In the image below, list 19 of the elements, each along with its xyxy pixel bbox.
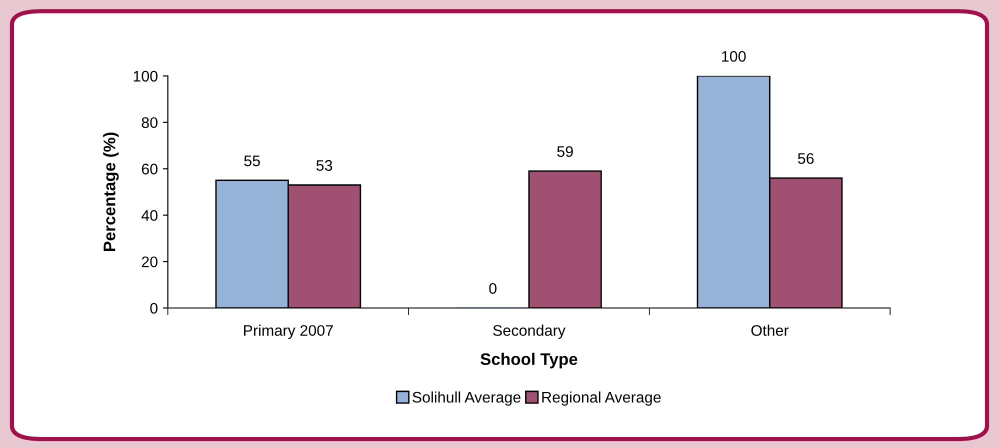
legend-label: Regional Average [542, 391, 661, 406]
y-axis-title: Percentage (%) [103, 132, 119, 252]
y-tick-label: 0 [150, 302, 158, 314]
y-tick-label: 80 [142, 117, 158, 128]
legend-label: Solihull Average [412, 391, 520, 406]
x-tick-label: Primary 2007 [244, 324, 333, 339]
data-label: 53 [316, 160, 332, 171]
y-tick-label: 20 [142, 256, 158, 268]
data-label: 56 [798, 153, 814, 164]
x-axis-title: School Type [480, 352, 578, 368]
y-tick-label: 40 [141, 210, 158, 221]
y-tick-label: 100 [134, 70, 158, 82]
data-label: 100 [722, 50, 746, 62]
data-label: 55 [244, 156, 260, 166]
x-tick-label: Secondary [493, 324, 566, 339]
data-label: 0 [489, 283, 497, 294]
y-tick-label: 60 [142, 164, 158, 174]
x-tick-label: Other [751, 324, 789, 336]
data-label: 59 [557, 146, 573, 157]
